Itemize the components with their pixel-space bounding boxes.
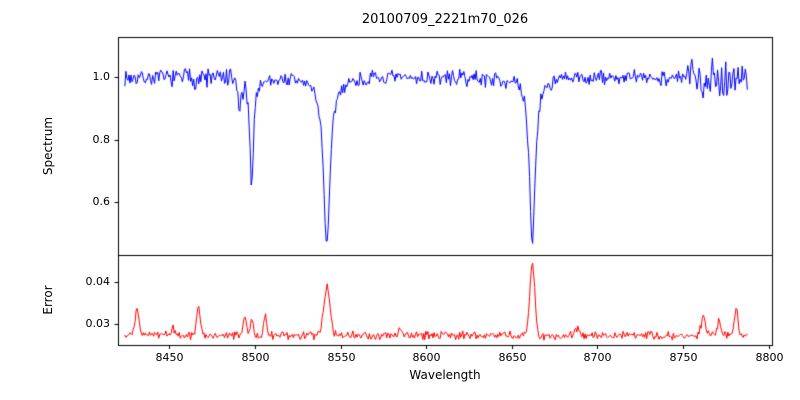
y-tick-label: 0.03 — [85, 317, 111, 330]
x-tick-label: 8450 — [155, 351, 184, 364]
x-tick-label: 8500 — [241, 351, 270, 364]
spectrum-y-axis-label: Spectrum — [41, 116, 55, 176]
x-tick-label: 8600 — [412, 351, 441, 364]
x-tick-label: 8750 — [669, 351, 698, 364]
x-tick-label: 8800 — [755, 351, 784, 364]
y-tick-label: 0.04 — [85, 275, 111, 288]
x-axis-label: Wavelength — [409, 368, 481, 382]
y-tick-label: 0.8 — [92, 133, 111, 146]
x-tick-label: 8700 — [583, 351, 612, 364]
y-tick-label: 0.6 — [92, 195, 111, 208]
error-y-axis-label: Error — [41, 285, 55, 315]
chart-title: 20100709_2221m70_026 — [361, 12, 529, 27]
y-tick-label: 1.0 — [92, 70, 111, 83]
x-tick-label: 8650 — [498, 351, 527, 364]
x-tick-label: 8550 — [327, 351, 356, 364]
